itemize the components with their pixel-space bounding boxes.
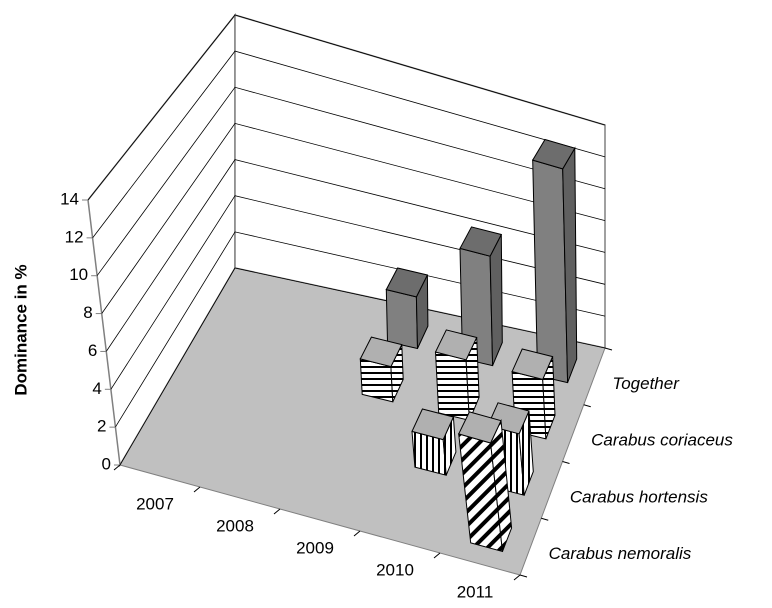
- z-tick: [519, 574, 528, 578]
- bar: [457, 411, 513, 553]
- bar-top: [434, 329, 478, 361]
- y-tick-label: 10: [69, 265, 88, 284]
- x-tick: [353, 530, 361, 537]
- grid-line: [96, 86, 606, 276]
- bar-top: [457, 411, 502, 444]
- bar-top: [359, 336, 403, 368]
- bar: [385, 267, 429, 350]
- x-tick: [273, 508, 281, 515]
- x-tick: [433, 552, 441, 559]
- bar: [359, 336, 404, 403]
- bar-front: [385, 288, 419, 350]
- y-axis-title: Dominance in %: [11, 264, 30, 395]
- series-label: Together: [612, 374, 680, 393]
- y-tick-label: 4: [92, 379, 101, 398]
- x-tick-label: 2008: [216, 516, 254, 535]
- series-label: Carabus nemoralis: [549, 544, 692, 563]
- y-tick-label: 0: [102, 454, 111, 473]
- series-label: Carabus coriaceus: [591, 431, 733, 450]
- bar-top: [511, 348, 554, 380]
- x-tick-label: 2010: [376, 560, 414, 579]
- x-tick: [113, 464, 121, 471]
- y-tick-label: 8: [83, 303, 92, 322]
- grid-line: [101, 122, 606, 314]
- y-tick-label: 6: [88, 341, 97, 360]
- bar-top: [411, 408, 455, 441]
- x-tick: [193, 486, 201, 493]
- z-tick: [604, 347, 613, 351]
- x-tick-label: 2009: [296, 538, 334, 557]
- bar: [411, 408, 457, 476]
- series-label: Carabus hortensis: [570, 487, 708, 506]
- plot-frame: [87, 12, 606, 576]
- bar-side: [489, 234, 503, 366]
- grid-line: [87, 14, 606, 201]
- grid-line: [105, 159, 606, 352]
- y-tick-label: 12: [65, 227, 84, 246]
- bar-front: [434, 351, 470, 422]
- grid-line: [92, 50, 606, 239]
- x-tick: [513, 574, 521, 581]
- y-tick-label: 2: [97, 417, 106, 436]
- bar-top: [385, 267, 429, 298]
- x-tick-label: 2007: [136, 494, 174, 513]
- x-tick-label: 2011: [457, 582, 494, 601]
- z-tick: [562, 461, 570, 464]
- z-tick: [583, 404, 591, 408]
- bar-top: [459, 226, 503, 257]
- bar: [531, 138, 578, 384]
- y-tick-label: 14: [60, 189, 79, 208]
- bar: [434, 329, 480, 422]
- z-tick: [541, 517, 549, 521]
- bar-top: [531, 138, 576, 170]
- bar-front: [532, 159, 569, 384]
